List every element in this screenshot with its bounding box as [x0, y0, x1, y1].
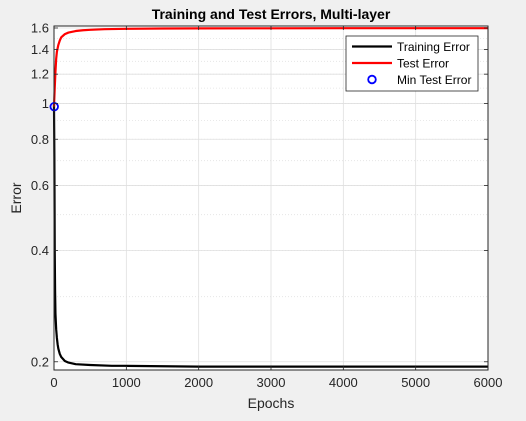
y-tick-label: 0.8	[31, 132, 49, 147]
y-tick-label: 1.2	[31, 67, 49, 82]
legend: Training Error Test Error Min Test Error	[345, 35, 479, 92]
series-line-training-error	[52, 105, 488, 368]
x-tick-label: 1000	[112, 375, 141, 390]
y-tick-label: 0.4	[31, 243, 49, 258]
y-tick-label: 0.6	[31, 178, 49, 193]
y-axis: 0.2 0.4 0.6 0.8 1 1.2 1.4 1.6	[31, 20, 488, 369]
legend-label-training-error: Training Error	[397, 40, 470, 54]
legend-label-test-error: Test Error	[397, 57, 449, 71]
legend-swatch-min-test-error	[367, 74, 377, 85]
series-line-test-error	[52, 27, 488, 107]
x-tick-label: 3000	[257, 375, 286, 390]
x-tick-label: 2000	[184, 375, 213, 390]
chart-title: Training and Test Errors, Multi-layer	[152, 6, 391, 22]
legend-label-min-test-error: Min Test Error	[397, 73, 471, 87]
x-tick-label: 6000	[474, 375, 503, 390]
y-tick-label: 0.2	[31, 354, 49, 369]
x-tick-label: 4000	[329, 375, 358, 390]
x-axis-label: Epochs	[248, 395, 295, 411]
y-axis-label: Error	[8, 182, 24, 213]
y-tick-label: 1.4	[31, 42, 49, 57]
y-tick-label: 1.6	[31, 20, 49, 35]
x-axis: 0 1000 2000 3000 4000 5000 6000	[50, 26, 502, 390]
x-tick-label: 0	[50, 375, 57, 390]
y-tick-label: 1	[42, 96, 49, 111]
x-tick-label: 5000	[401, 375, 430, 390]
